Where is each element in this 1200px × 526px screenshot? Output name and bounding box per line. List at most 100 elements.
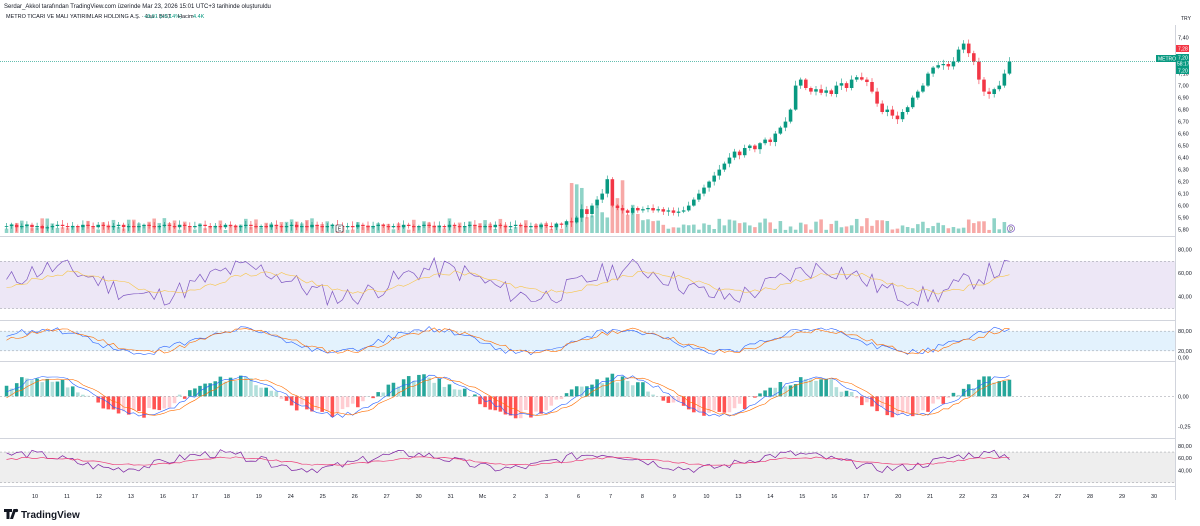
dividend-marker[interactable]: D [1007,224,1015,233]
candle-body [111,226,116,228]
volume-bar [676,227,681,233]
macd-histogram-bar [992,382,996,397]
macd-histogram-bar [203,383,207,397]
macd-histogram-bar [982,376,986,397]
time-tick-label: 18 [224,494,230,500]
volume-bar [844,226,849,233]
macd-histogram-bar [4,385,9,397]
price-tick-label: 6,70 [1178,120,1189,126]
macd-histogram-bar [900,396,905,415]
volume-bar [982,221,986,233]
time-tick-label: 3 [545,494,548,500]
candle-body [844,83,849,88]
candle-body [539,224,543,228]
macd-histogram-bar [529,396,533,418]
volume-bar [208,226,212,233]
volume-bar [788,226,793,233]
stoch-tick-label: 0,00 [1178,355,1189,361]
time-tick-label: 19 [256,494,262,500]
macd-histogram-bar [188,390,192,397]
candle-body [238,226,243,228]
candle-body [442,226,447,228]
candle-body [966,43,971,54]
candle-body [605,179,610,194]
volume-bar [987,229,991,233]
volume-bar [666,228,671,233]
macd-histogram-bar [895,396,900,415]
time-tick-label: 28 [1087,494,1093,500]
macd-histogram-bar [977,379,981,397]
volume-bar [559,228,564,233]
volume-bar [722,225,727,233]
macd-histogram-bar [590,384,594,397]
earnings-marker[interactable]: E [335,224,344,233]
macd-histogram-bar [137,396,141,412]
candle-body [25,224,29,226]
candle-body [386,226,391,228]
candle-body [371,226,375,228]
macd-histogram-bar [804,378,808,397]
candle-body [549,226,554,228]
macd-histogram-bar [722,396,727,413]
candle-body [748,145,752,148]
volume-bar [177,229,182,233]
macd-histogram-bar [76,392,80,397]
candle-body [330,224,335,226]
candle-body [870,82,874,92]
macd-histogram-bar [727,396,732,413]
volume-bar [717,218,722,233]
candle-body [773,133,778,142]
rsi-tick-label: 80,00 [1178,247,1192,253]
volume-bar [671,227,676,233]
candle-body [483,226,487,228]
macd-histogram-bar [880,396,884,408]
macd-histogram-bar [809,379,813,397]
candle-body [244,224,248,226]
candle-body [518,224,523,226]
macd-histogram-bar [223,381,228,397]
volume-bar [961,227,966,233]
candle-body [310,224,314,228]
volume-bar [508,228,513,233]
candle-body [269,224,274,228]
macd-histogram-bar [885,396,890,416]
candle-body [620,208,625,211]
macd-histogram-bar [600,383,604,397]
candle-body [569,221,574,223]
candle-body [76,226,80,228]
macd-histogram-bar [605,377,610,397]
volume-bar [956,228,961,233]
volume-bar [595,206,599,233]
candle-body [350,226,355,228]
macd-histogram-bar [554,396,559,400]
candle-body [814,89,818,92]
indicator-bands [0,261,1175,484]
macd-histogram-bar [946,396,951,398]
macd-histogram-bar [50,381,55,397]
rsi-line [6,256,1010,307]
volume-bar [916,224,920,233]
time-axis: 10 11 12 13 16 17 18 19 24 25 26 27 30 31 Mc 2 3 6 7 8 9 10 13… [32,494,1157,500]
candle-body [432,226,436,228]
volume-bar [763,218,767,233]
candle-body [70,226,75,228]
macd-histogram-bar [417,374,421,397]
high-badge [1176,45,1189,52]
macd-histogram-bar [636,382,640,397]
volume-bar [610,204,615,233]
candle-body [722,163,727,170]
candle-body [656,209,660,211]
candle-body [544,224,548,226]
macd-histogram-bar [422,374,426,397]
macd-histogram-bar [508,396,513,416]
candle-body [30,224,34,228]
time-tick-label: 25 [320,494,326,500]
macd-histogram-bar [854,396,859,399]
macd-histogram-bar [961,388,966,397]
candle-body [513,224,518,226]
candle-body [4,226,9,227]
candle-body [824,90,828,93]
tradingview-logo[interactable]: TradingView [4,508,80,521]
candle-body [580,209,584,218]
